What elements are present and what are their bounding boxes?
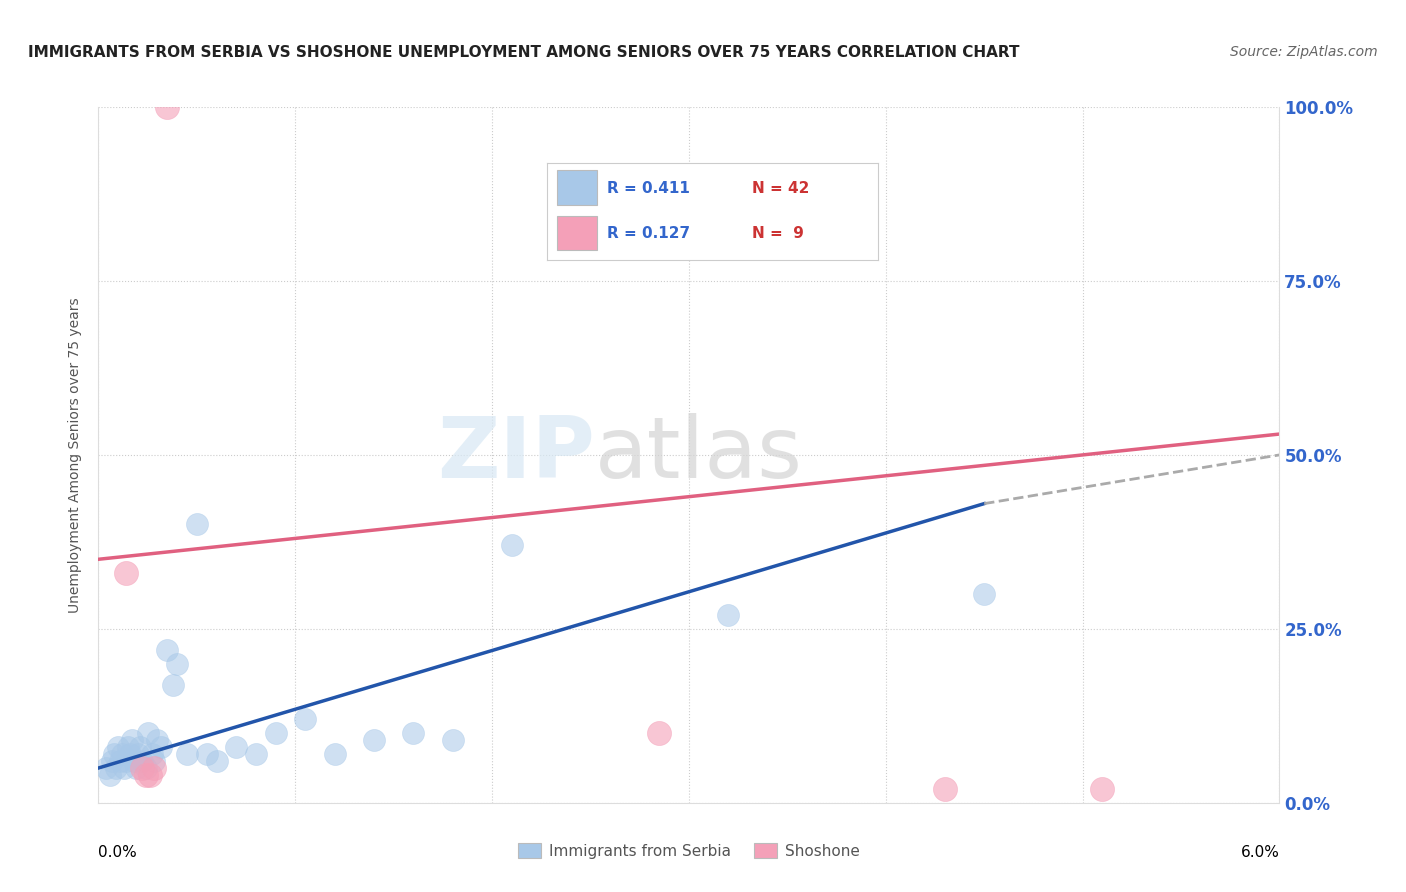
Point — [128, 740, 150, 755]
Point — [934, 781, 956, 796]
Point — [108, 754, 131, 768]
Point — [264, 726, 287, 740]
Text: IMMIGRANTS FROM SERBIA VS SHOSHONE UNEMPLOYMENT AMONG SENIORS OVER 75 YEARS CORR: IMMIGRANTS FROM SERBIA VS SHOSHONE UNEMP… — [28, 45, 1019, 60]
Text: ZIP: ZIP — [437, 413, 595, 497]
Point — [245, 747, 267, 761]
Point — [107, 740, 129, 755]
Point — [136, 726, 159, 740]
Point — [186, 517, 208, 532]
Point — [115, 754, 138, 768]
Point — [98, 768, 121, 782]
Point — [166, 657, 188, 671]
Point — [118, 747, 141, 761]
Point — [112, 761, 135, 775]
Point — [125, 761, 148, 775]
Point — [111, 747, 134, 761]
Text: 0.0%: 0.0% — [98, 845, 138, 860]
Point — [195, 747, 218, 761]
Point — [122, 754, 145, 768]
Point — [156, 642, 179, 657]
Point — [135, 761, 157, 775]
Point — [146, 733, 169, 747]
Point — [131, 761, 153, 775]
Point — [101, 754, 124, 768]
Point — [141, 747, 163, 761]
Legend: Immigrants from Serbia, Shoshone: Immigrants from Serbia, Shoshone — [512, 837, 866, 864]
Point — [501, 538, 523, 552]
Point — [1091, 781, 1114, 796]
Point — [225, 740, 247, 755]
Y-axis label: Unemployment Among Seniors over 75 years: Unemployment Among Seniors over 75 years — [69, 297, 83, 613]
Text: 6.0%: 6.0% — [1240, 845, 1279, 860]
Point — [648, 726, 671, 740]
Point — [205, 754, 228, 768]
Point — [176, 747, 198, 761]
Point — [323, 747, 346, 761]
Point — [973, 587, 995, 601]
Point — [127, 747, 149, 761]
Point — [717, 607, 740, 622]
Point — [294, 712, 316, 726]
Point — [117, 740, 139, 755]
Point — [441, 733, 464, 747]
Point — [103, 747, 125, 761]
Point — [96, 761, 118, 775]
Point — [142, 761, 165, 775]
Point — [121, 733, 143, 747]
Point — [150, 740, 173, 755]
Point — [162, 677, 184, 691]
Text: atlas: atlas — [595, 413, 803, 497]
Point — [142, 754, 165, 768]
Point — [363, 733, 385, 747]
Point — [156, 100, 179, 114]
Point — [115, 566, 138, 581]
Point — [135, 768, 157, 782]
Point — [402, 726, 425, 740]
Point — [105, 761, 128, 775]
Point — [131, 754, 153, 768]
Text: Source: ZipAtlas.com: Source: ZipAtlas.com — [1230, 45, 1378, 59]
Point — [138, 768, 160, 782]
